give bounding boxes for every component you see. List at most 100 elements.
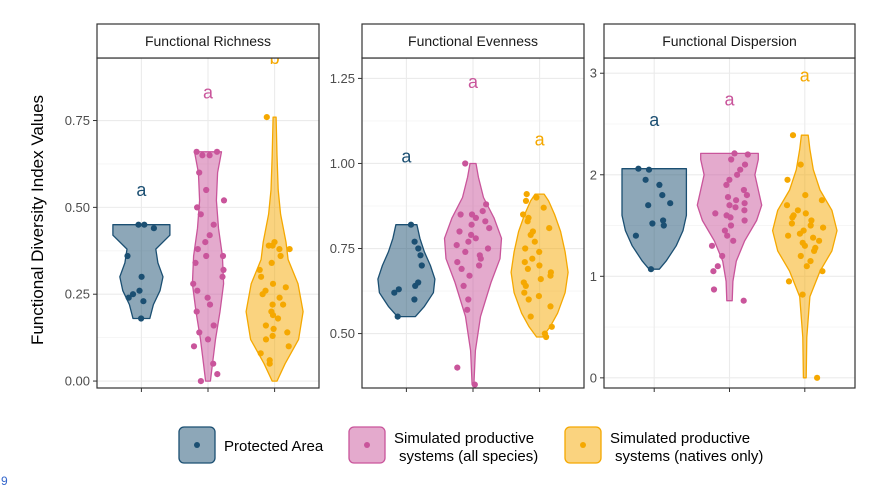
data-point	[203, 252, 210, 260]
data-point	[263, 114, 270, 121]
data-point	[262, 336, 270, 343]
data-point	[486, 225, 493, 232]
data-point	[138, 315, 145, 322]
data-point	[465, 238, 472, 245]
data-point	[520, 279, 527, 286]
data-point	[741, 207, 748, 214]
data-point	[204, 294, 211, 301]
significance-letter: a	[535, 130, 546, 150]
data-point	[814, 374, 821, 381]
legend: Protected Area Simulated productive system…	[178, 426, 763, 465]
data-point	[533, 194, 540, 201]
data-point	[723, 181, 730, 188]
data-point	[192, 259, 199, 266]
data-point	[803, 263, 810, 270]
data-point	[740, 186, 748, 194]
data-point	[276, 294, 283, 301]
data-point	[741, 217, 748, 224]
data-point	[197, 211, 204, 218]
data-point	[219, 273, 226, 280]
data-point	[727, 222, 735, 229]
data-point	[536, 248, 543, 255]
data-point	[258, 273, 265, 280]
data-point	[797, 252, 804, 260]
data-point	[468, 211, 476, 218]
data-point	[262, 322, 269, 329]
panel-2: 0.50 0.75 1.00 1.25 a a a Functional Evenness	[330, 23, 585, 392]
data-point	[740, 297, 747, 304]
data-point	[460, 282, 467, 289]
data-point	[150, 225, 157, 232]
y-tick-label: 0.25	[65, 287, 90, 302]
data-point	[807, 258, 814, 265]
data-point	[548, 323, 555, 330]
data-point	[540, 204, 547, 211]
y-tick-label: 0.50	[330, 326, 355, 341]
data-point	[140, 298, 147, 305]
data-point	[807, 222, 814, 229]
data-point	[277, 252, 284, 260]
data-point	[810, 234, 817, 241]
data-point	[141, 221, 148, 228]
data-point	[129, 291, 137, 298]
data-point	[525, 296, 532, 303]
violin-protected	[621, 168, 688, 270]
data-point	[210, 360, 217, 367]
data-point	[454, 364, 461, 371]
data-point	[522, 245, 529, 252]
data-point	[659, 192, 666, 199]
significance-letter: a	[724, 90, 735, 110]
data-point	[734, 171, 741, 178]
data-point	[468, 221, 475, 228]
data-point	[719, 252, 726, 260]
data-point	[724, 232, 731, 239]
data-point	[271, 239, 278, 246]
y-tick-label: 0.00	[65, 374, 90, 389]
data-point	[522, 197, 530, 204]
data-point	[731, 150, 738, 157]
data-point	[196, 169, 203, 176]
facet-panels: 0.000.250.500.75aabFunctional Richness0.…	[65, 23, 856, 392]
data-point	[632, 232, 640, 239]
data-point	[531, 238, 538, 245]
data-point	[206, 152, 213, 159]
data-point	[210, 322, 217, 329]
data-point	[794, 207, 802, 214]
facet-title: Functional Dispersion	[662, 33, 797, 49]
data-point	[462, 248, 469, 255]
data-point	[286, 246, 293, 253]
data-point	[256, 266, 263, 273]
violin-natives	[245, 116, 304, 382]
data-point	[194, 287, 201, 294]
data-point	[458, 265, 465, 272]
data-point	[728, 156, 735, 163]
data-point	[125, 294, 132, 301]
data-point	[135, 221, 142, 228]
data-point	[721, 227, 729, 234]
data-point	[415, 245, 422, 252]
facet-title: Functional Richness	[145, 33, 271, 49]
data-point	[196, 329, 203, 336]
data-point	[199, 152, 206, 159]
data-point	[712, 210, 719, 217]
data-point	[790, 212, 797, 219]
data-point	[190, 343, 198, 350]
data-point	[818, 197, 826, 204]
significance-letter: a	[136, 180, 147, 200]
data-point	[789, 132, 797, 139]
data-point	[737, 166, 744, 173]
data-point	[193, 308, 200, 315]
data-point	[802, 210, 809, 217]
data-point	[391, 289, 398, 296]
data-point	[660, 217, 667, 224]
data-point	[415, 279, 422, 286]
facet-strip	[603, 23, 856, 59]
data-point	[820, 224, 827, 231]
data-point	[213, 148, 221, 155]
data-point	[656, 181, 663, 188]
data-point	[284, 329, 291, 336]
data-point	[520, 211, 527, 218]
data-point	[464, 306, 471, 313]
y-tick-label: 3	[590, 66, 597, 81]
